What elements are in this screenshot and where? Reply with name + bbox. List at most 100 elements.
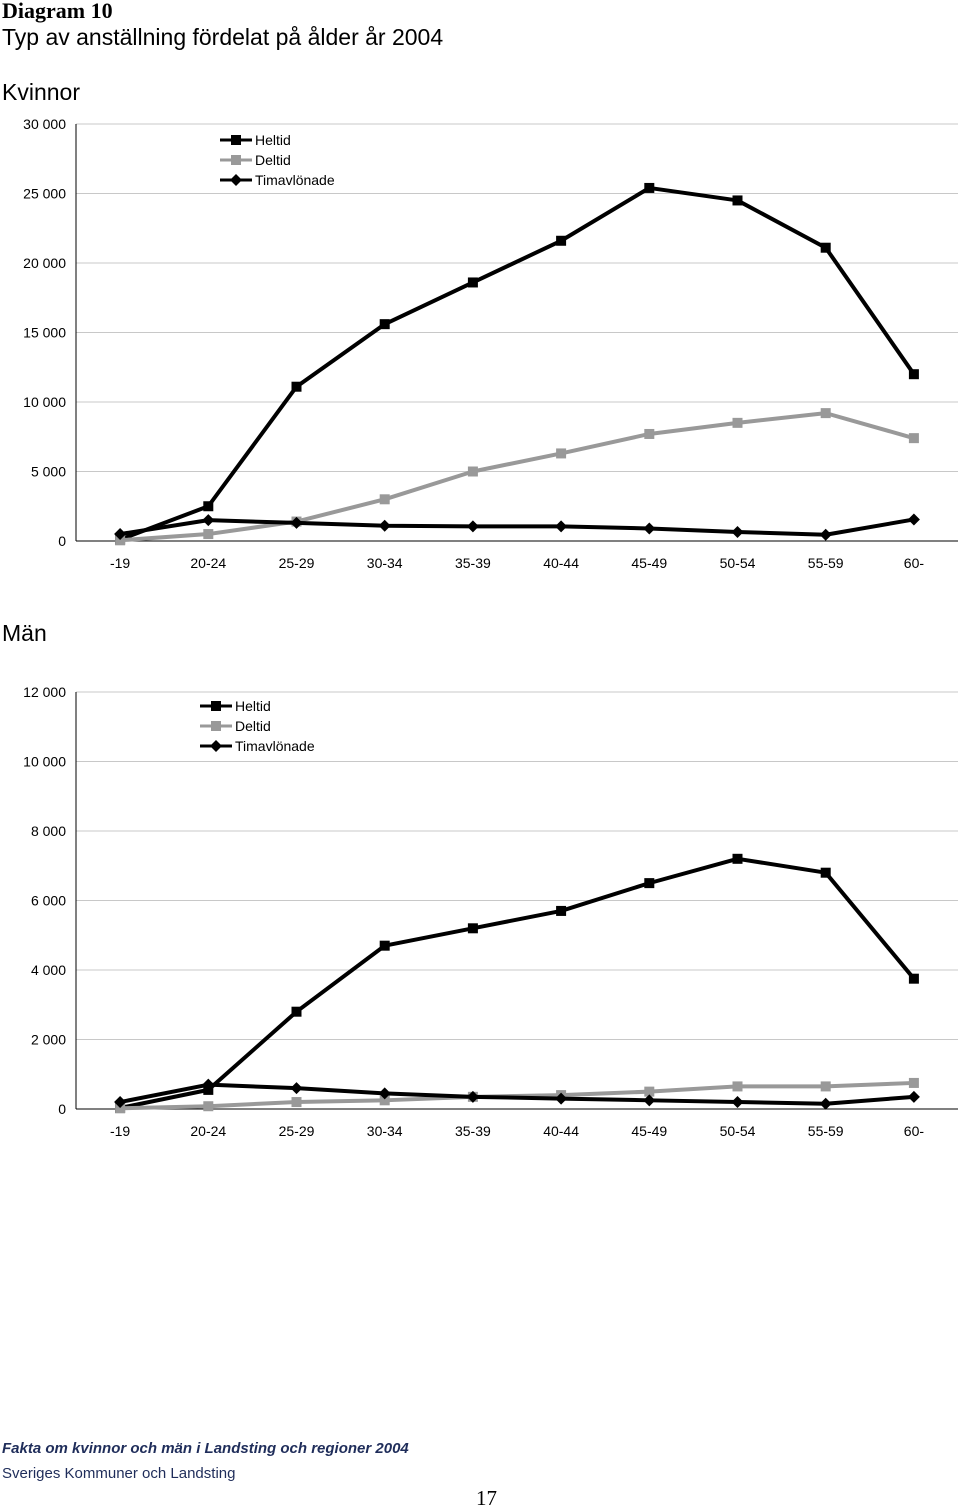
chart-man: 0 2 000 4 000 6 000 8 000 10 000 12 000 -19 20-2… xyxy=(23,684,958,1139)
series-heltid-point xyxy=(203,501,214,512)
x-tick-label: 30-34 xyxy=(367,555,403,571)
legend-deltid-marker xyxy=(231,155,241,165)
y-tick-label: 10 000 xyxy=(23,754,66,770)
series-timavl-nade-point xyxy=(378,519,391,532)
series-timavl-nade-point xyxy=(907,513,920,526)
series-heltid-point xyxy=(379,940,390,951)
legend-heltid-marker xyxy=(211,701,221,711)
series-heltid-point xyxy=(820,867,831,878)
series-deltid-point xyxy=(556,448,567,459)
series-heltid-point xyxy=(556,905,567,916)
series-deltid-point xyxy=(115,1103,126,1114)
series-deltid-point xyxy=(203,1101,214,1112)
x-tick-label: 55-59 xyxy=(808,1123,844,1139)
series-heltid-point xyxy=(732,195,743,206)
legend-timavl-nade-marker xyxy=(210,740,222,752)
series-deltid-point xyxy=(732,417,743,428)
x-tick-label: 35-39 xyxy=(455,1123,491,1139)
legend-deltid-label: Deltid xyxy=(255,152,291,168)
x-tick-label: 45-49 xyxy=(631,555,667,571)
series-deltid-point xyxy=(820,408,831,419)
series-heltid-line xyxy=(119,185,916,542)
chart-title-man: Män xyxy=(2,620,47,646)
legend-heltid-label: Heltid xyxy=(235,698,271,714)
series-deltid-point xyxy=(908,433,919,444)
x-tick-label: 40-44 xyxy=(543,555,579,571)
series-heltid-point xyxy=(467,277,478,288)
x-tick-label: -19 xyxy=(110,1123,130,1139)
y-tick-label: 6 000 xyxy=(31,893,66,909)
series-timavl-nade-point xyxy=(114,528,127,541)
x-tick-label: 55-59 xyxy=(808,555,844,571)
series-timavl-nade-point xyxy=(643,1094,656,1107)
series-deltid-point xyxy=(379,494,390,505)
series-timavl-nade-point xyxy=(290,516,303,529)
series-heltid-point xyxy=(644,878,655,889)
page-number: 17 xyxy=(476,1486,497,1510)
series-timavl-nade-line xyxy=(119,1082,915,1106)
series-deltid-point xyxy=(467,466,478,477)
series-timavl-nade-point xyxy=(731,1096,744,1109)
series-timavl-nade-point xyxy=(731,525,744,538)
x-tick-label: 25-29 xyxy=(279,1123,315,1139)
legend-heltid-label: Heltid xyxy=(255,132,291,148)
y-tick-label: 12 000 xyxy=(23,684,66,700)
series-heltid-point xyxy=(467,923,478,934)
x-tick-label: 50-54 xyxy=(720,1123,756,1139)
footer-publisher: Sveriges Kommuner och Landsting xyxy=(2,1465,236,1482)
series-timavl-nade-point xyxy=(202,1078,215,1091)
series-deltid-point xyxy=(379,1095,390,1106)
series-heltid-point xyxy=(291,381,302,392)
x-tick-label: 30-34 xyxy=(367,1123,403,1139)
series-deltid-point xyxy=(115,535,126,546)
series-heltid-point xyxy=(908,369,919,380)
series-deltid-point xyxy=(644,428,655,439)
x-tick-label: 35-39 xyxy=(455,555,491,571)
y-tick-label: 0 xyxy=(58,1101,66,1117)
series-deltid-point xyxy=(820,1081,831,1092)
series-timavl-nade-point xyxy=(555,520,568,533)
x-tick-label: 25-29 xyxy=(279,555,315,571)
legend-heltid-marker xyxy=(231,135,241,145)
y-tick-label: 15 000 xyxy=(23,325,66,341)
series-deltid-line xyxy=(119,411,915,543)
series-timavl-nade-point xyxy=(643,522,656,535)
series-heltid-line xyxy=(119,856,916,1110)
series-heltid-point xyxy=(379,319,390,330)
series-timavl-nade-point xyxy=(819,528,832,541)
x-tick-label: 20-24 xyxy=(190,1123,226,1139)
series-timavl-nade-point xyxy=(907,1090,920,1103)
legend-timavl-nade-marker xyxy=(230,174,242,186)
series-deltid-point xyxy=(291,1097,302,1108)
series-timavl-nade-point xyxy=(290,1082,303,1095)
series-timavl-nade-point xyxy=(819,1097,832,1110)
series-timavl-nade-line xyxy=(119,517,915,537)
series-heltid-point xyxy=(644,182,655,193)
y-tick-label: 30 000 xyxy=(23,116,66,132)
y-tick-label: 4 000 xyxy=(31,962,66,978)
series-heltid-point xyxy=(291,1006,302,1017)
y-tick-label: 25 000 xyxy=(23,186,66,202)
x-tick-label: 60- xyxy=(904,1123,925,1139)
x-tick-label: -19 xyxy=(110,555,130,571)
series-timavl-nade-point xyxy=(202,514,215,527)
y-tick-label: 10 000 xyxy=(23,394,66,410)
series-deltid-point xyxy=(908,1077,919,1088)
series-timavl-nade-point xyxy=(555,1092,568,1105)
series-heltid-point xyxy=(556,235,567,246)
x-tick-label: 20-24 xyxy=(190,555,226,571)
y-tick-label: 0 xyxy=(58,533,66,549)
x-tick-label: 45-49 xyxy=(631,1123,667,1139)
footer-publication: Fakta om kvinnor och män i Landsting och… xyxy=(2,1440,409,1457)
legend-deltid-marker xyxy=(211,721,221,731)
x-tick-label: 40-44 xyxy=(543,1123,579,1139)
chart-kvinnor: 0 5 000 10 000 15 000 20 000 25 000 30 000 -19 2… xyxy=(23,116,958,571)
legend-timavl-nade-label: Timavlönade xyxy=(235,738,315,754)
series-timavl-nade-point xyxy=(466,520,479,533)
series-heltid-point xyxy=(732,853,743,864)
x-tick-label: 50-54 xyxy=(720,555,756,571)
y-tick-label: 8 000 xyxy=(31,823,66,839)
y-tick-label: 5 000 xyxy=(31,464,66,480)
series-heltid-point xyxy=(908,973,919,984)
legend-deltid-label: Deltid xyxy=(235,718,271,734)
